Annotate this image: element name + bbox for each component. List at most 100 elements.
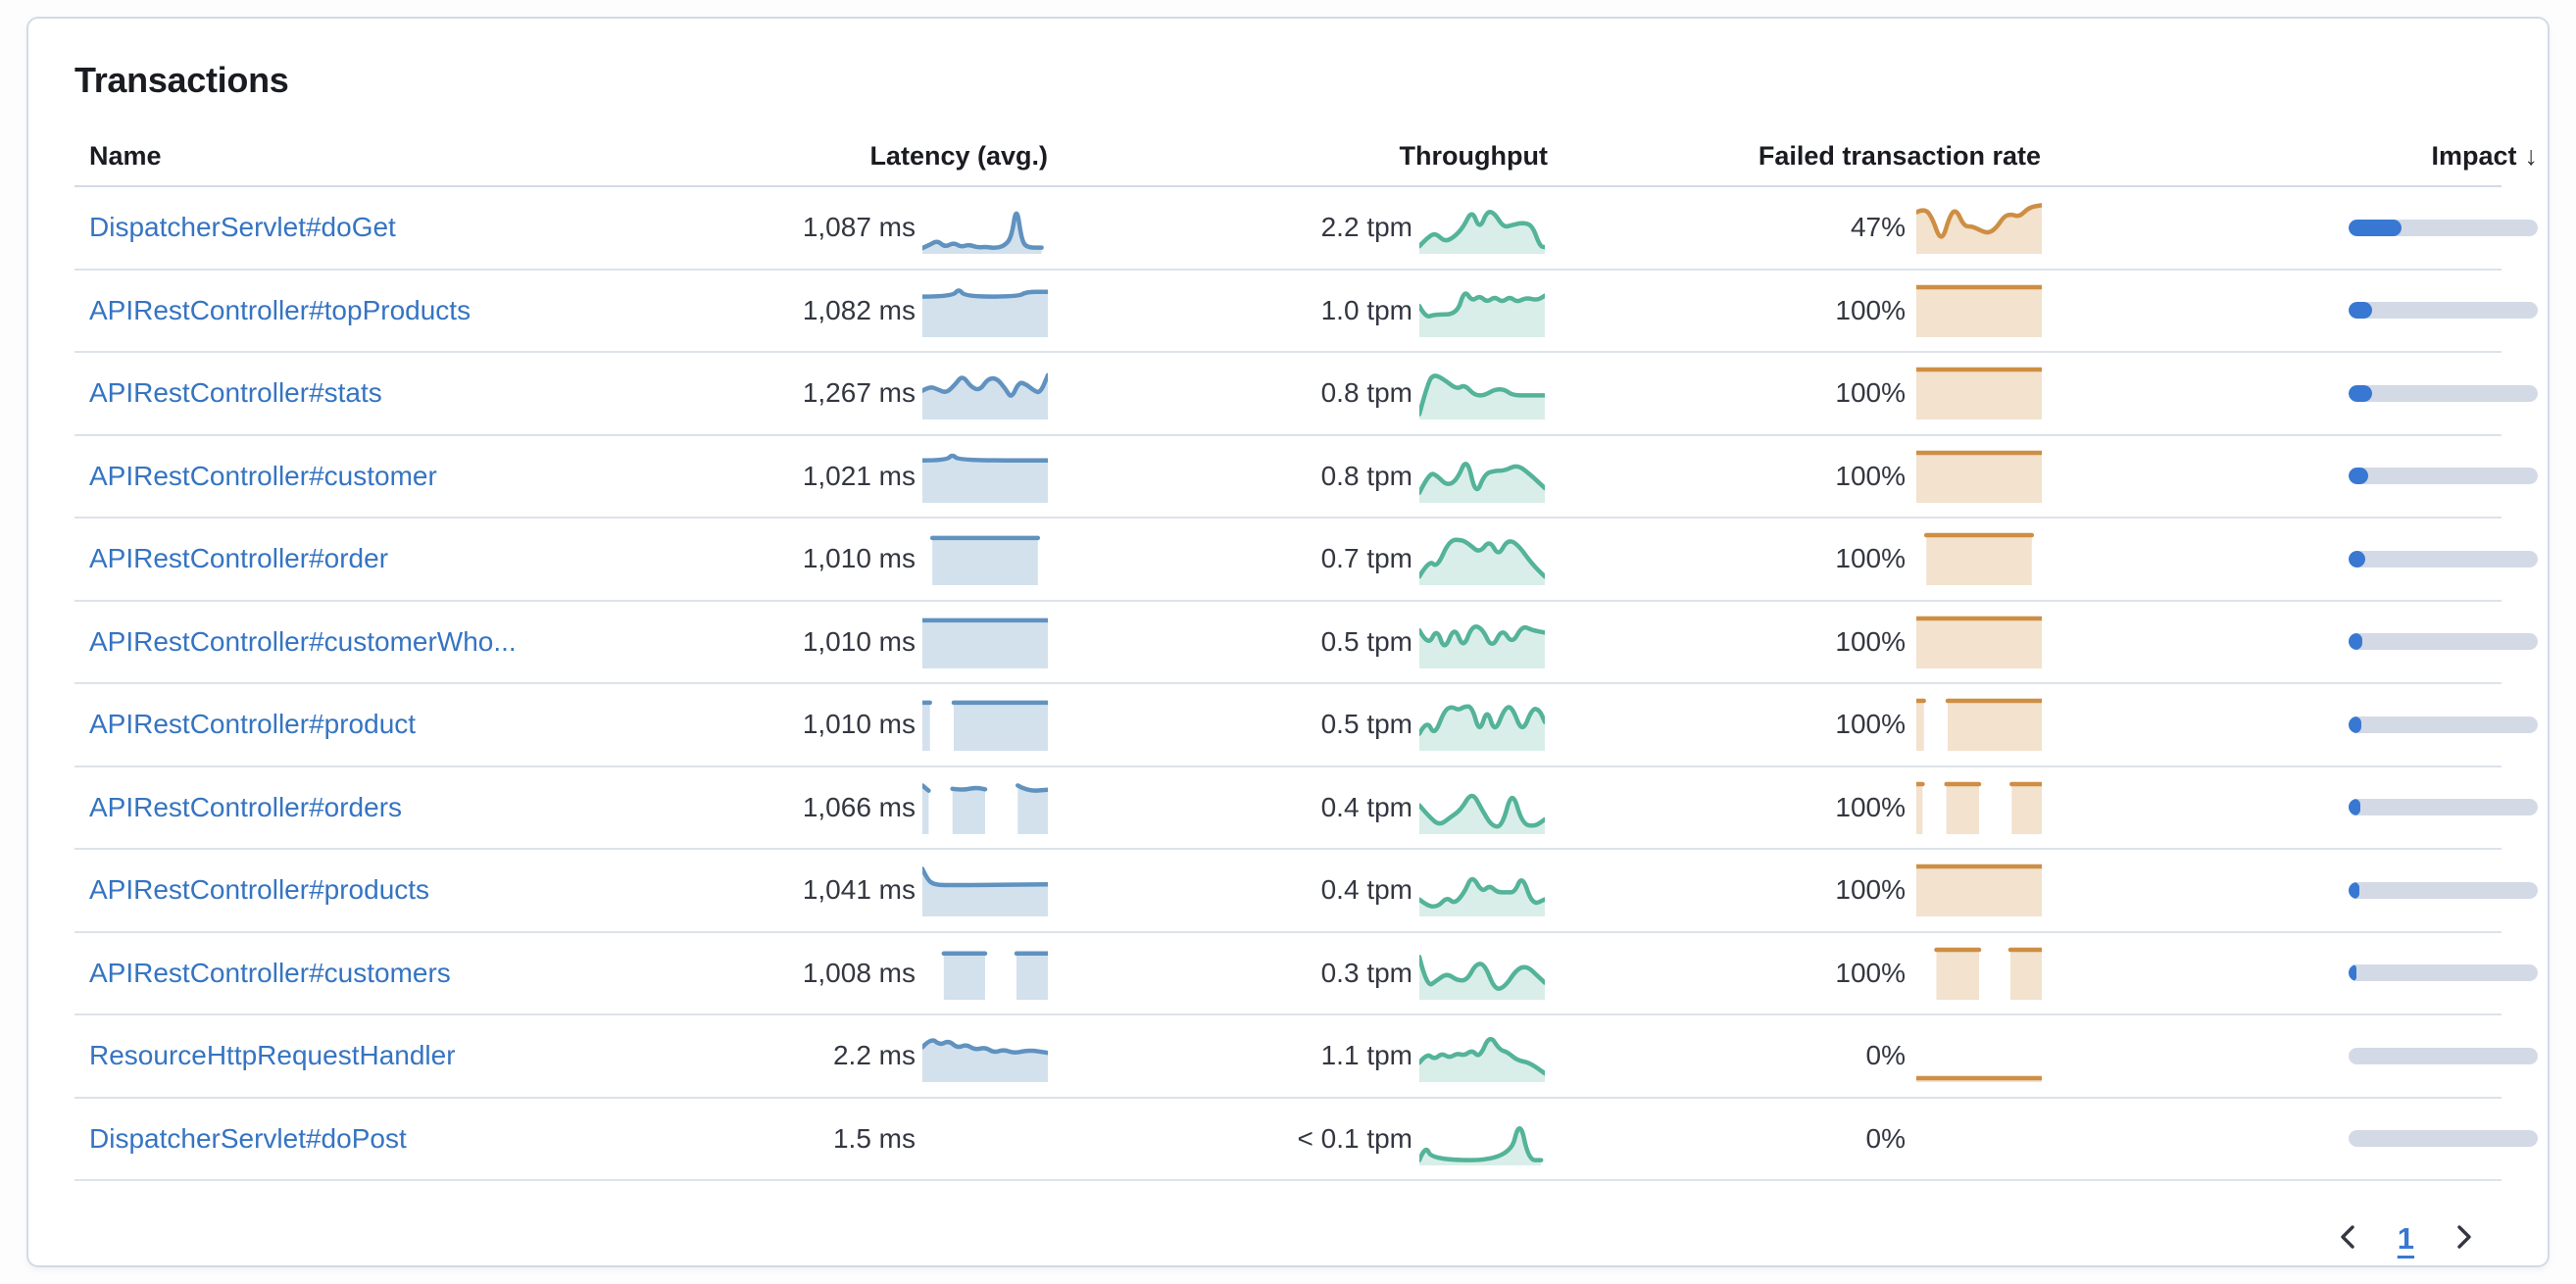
panel-title: Transactions [74, 60, 289, 100]
impact-bar [2349, 1130, 2538, 1148]
latency-value: 1,082 ms [802, 294, 916, 325]
impact-bar-fill [2349, 384, 2372, 402]
latency-value: 1,010 ms [802, 543, 916, 574]
impact-bar [2349, 1047, 2538, 1064]
impact-bar-fill [2349, 219, 2403, 236]
impact-bar-fill [2349, 633, 2362, 651]
table-header-row: Name Latency (avg.) Throughput Failed tr… [74, 136, 2538, 187]
failed-rate-sparkline [1906, 864, 2042, 917]
column-header-throughput[interactable]: Throughput [1399, 141, 1548, 171]
transaction-name-cell: APIRestController#orders [74, 792, 661, 823]
transaction-link[interactable]: DispatcherServlet#doPost [89, 1122, 407, 1154]
impact-bar [2349, 964, 2538, 982]
table-row: APIRestController#stats 1,267 ms 0.8 tpm 10… [74, 353, 2538, 436]
column-header-impact[interactable]: Impact ↓ [2041, 141, 2558, 185]
impact-cell [2041, 1130, 2558, 1148]
chevron-left-icon [2335, 1220, 2360, 1257]
throughput-value: 0.8 tpm [1320, 460, 1412, 491]
failed-rate-sparkline [1906, 367, 2042, 420]
transaction-link[interactable]: APIRestController#order [89, 543, 389, 574]
impact-cell [2041, 799, 2558, 816]
impact-cell [2041, 964, 2558, 982]
impact-bar [2349, 550, 2538, 568]
column-header-name[interactable]: Name [89, 141, 162, 171]
failed-rate-value: 100% [1835, 625, 1906, 657]
impact-cell [2041, 219, 2558, 236]
impact-bar [2349, 468, 2538, 485]
transaction-link[interactable]: APIRestController#topProducts [89, 294, 471, 325]
latency-value: 1,087 ms [802, 212, 916, 243]
throughput-value: 0.8 tpm [1320, 377, 1412, 409]
failed-rate-sparkline [1906, 1029, 2042, 1083]
next-page-button[interactable] [2448, 1216, 2481, 1260]
latency-value: 1,066 ms [802, 791, 916, 822]
transaction-link[interactable]: APIRestController#customerWho... [89, 625, 517, 657]
latency-sparkline [916, 450, 1048, 503]
failed-rate-value: 47% [1850, 212, 1906, 243]
column-header-impact-label: Impact [2431, 141, 2517, 171]
impact-cell [2041, 881, 2558, 899]
failed-rate-value: 100% [1835, 460, 1906, 491]
throughput-sparkline [1412, 781, 1548, 834]
table-row: APIRestController#products 1,041 ms 0.4 tp… [74, 850, 2538, 933]
table-row: DispatcherServlet#doPost 1.5 ms < 0.1 tpm 0… [74, 1099, 2538, 1181]
throughput-sparkline [1412, 450, 1548, 503]
transaction-link[interactable]: DispatcherServlet#doGet [89, 212, 396, 243]
previous-page-button[interactable] [2331, 1216, 2364, 1260]
latency-sparkline [916, 284, 1048, 337]
table-row: APIRestController#customers 1,008 ms 0.3 t… [74, 933, 2538, 1015]
table-row: ResourceHttpRequestHandler 2.2 ms 1.1 tpm 0… [74, 1015, 2538, 1099]
transaction-name-cell: ResourceHttpRequestHandler [74, 1040, 661, 1071]
transaction-name-cell: DispatcherServlet#doPost [74, 1123, 661, 1155]
throughput-sparkline [1412, 1029, 1548, 1083]
transaction-name-cell: APIRestController#product [74, 709, 661, 740]
latency-value: 1,041 ms [802, 874, 916, 906]
throughput-sparkline [1412, 1112, 1548, 1165]
transaction-link[interactable]: APIRestController#product [89, 709, 417, 740]
impact-bar [2349, 799, 2538, 816]
impact-bar-fill [2349, 799, 2360, 816]
impact-bar [2349, 302, 2538, 320]
page-number-1[interactable]: 1 [2397, 1220, 2414, 1256]
latency-sparkline [916, 698, 1048, 752]
latency-value: 2.2 ms [832, 1040, 916, 1071]
impact-bar-fill [2349, 881, 2359, 899]
failed-rate-sparkline [1906, 781, 2042, 834]
transaction-link[interactable]: APIRestController#customer [89, 460, 437, 491]
transaction-name-cell: APIRestController#topProducts [74, 295, 661, 326]
failed-rate-value: 0% [1865, 1122, 1906, 1154]
failed-rate-sparkline [1906, 1112, 2041, 1165]
impact-bar-fill [2349, 550, 2365, 568]
impact-bar [2349, 881, 2538, 899]
transaction-link[interactable]: APIRestController#orders [89, 791, 403, 822]
transaction-link[interactable]: APIRestController#products [89, 874, 430, 906]
impact-cell [2041, 468, 2558, 485]
latency-sparkline [916, 201, 1048, 255]
throughput-value: < 0.1 tpm [1297, 1122, 1412, 1154]
impact-bar [2349, 716, 2538, 733]
table-row: APIRestController#customer 1,021 ms 0.8 tp… [74, 436, 2538, 519]
failed-rate-sparkline [1906, 201, 2042, 255]
impact-cell [2041, 716, 2558, 733]
latency-value: 1,010 ms [802, 709, 916, 740]
transaction-link[interactable]: APIRestController#customers [89, 957, 451, 988]
throughput-sparkline [1412, 698, 1548, 752]
transaction-link[interactable]: APIRestController#stats [89, 377, 382, 409]
column-header-failed-rate[interactable]: Failed transaction rate [1758, 141, 2041, 171]
latency-sparkline [916, 947, 1048, 1000]
failed-rate-sparkline [1906, 616, 2042, 668]
impact-cell [2041, 550, 2558, 568]
latency-sparkline [916, 781, 1048, 834]
latency-sparkline [916, 616, 1048, 668]
impact-cell [2041, 384, 2558, 402]
failed-rate-sparkline [1906, 532, 2041, 586]
column-header-latency[interactable]: Latency (avg.) [869, 141, 1048, 171]
transaction-name-cell: APIRestController#customerWho... [74, 626, 661, 658]
throughput-value: 0.7 tpm [1320, 543, 1412, 574]
throughput-value: 0.3 tpm [1320, 957, 1412, 988]
transaction-link[interactable]: ResourceHttpRequestHandler [89, 1040, 456, 1071]
throughput-value: 0.4 tpm [1320, 791, 1412, 822]
throughput-sparkline [1412, 947, 1548, 1000]
transaction-name-cell: APIRestController#products [74, 874, 661, 906]
latency-value: 1,008 ms [802, 957, 916, 988]
